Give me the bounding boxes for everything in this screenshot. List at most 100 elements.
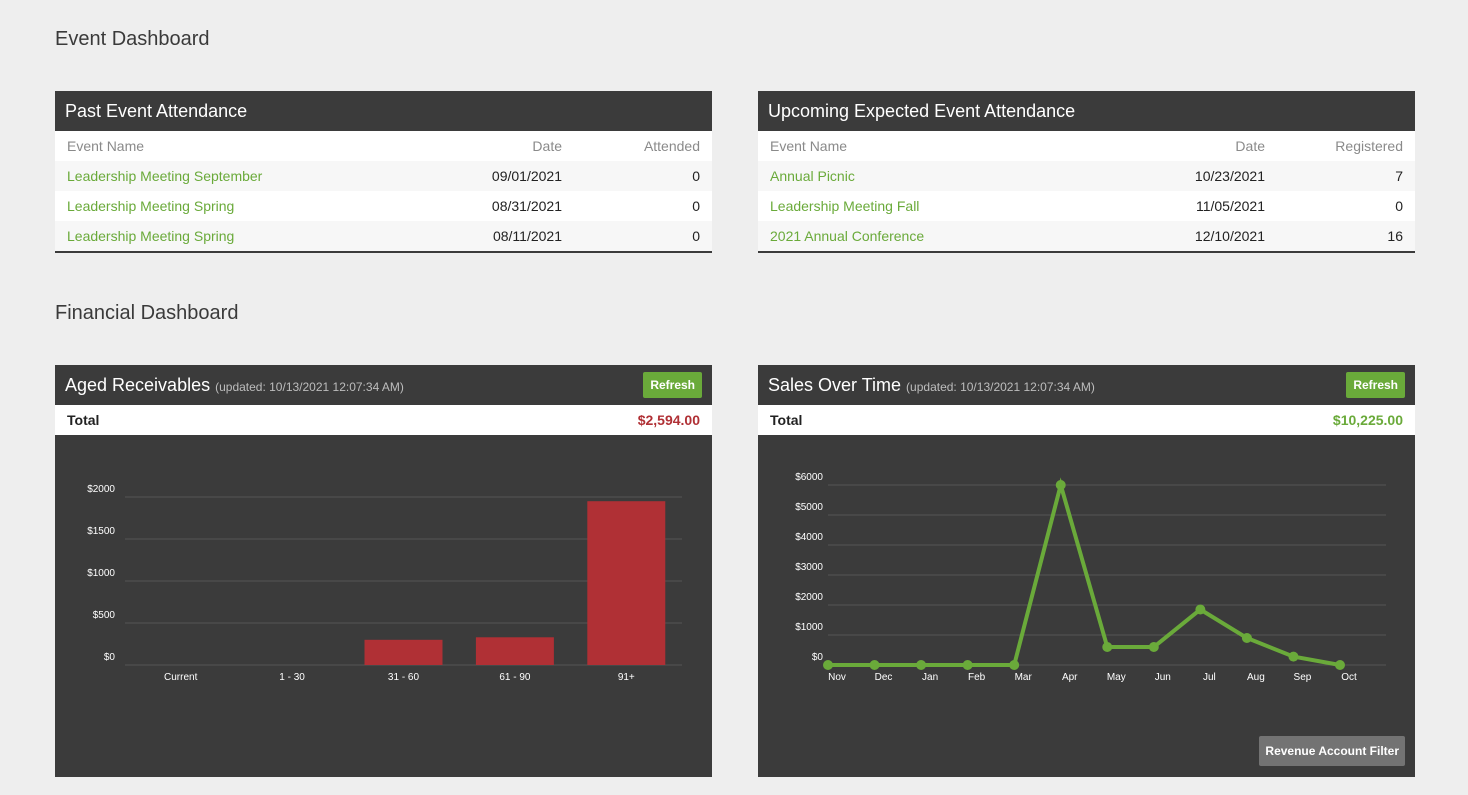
table-row: Leadership Meeting September 09/01/2021 … (55, 161, 712, 191)
refresh-button[interactable]: Refresh (1346, 372, 1405, 398)
y-tick-label: $6000 (795, 472, 823, 483)
line-chart-svg: $0 $1000 $2000 $3000 $4000 $5000 $6000 Nov Dec Ja… (795, 472, 1386, 683)
sales-over-time-panel: Sales Over Time (updated: 10/13/2021 12:… (758, 365, 1415, 777)
event-date: 12/10/2021 (1137, 221, 1277, 251)
data-point (1009, 660, 1020, 670)
bar (364, 639, 443, 665)
x-tick-label: 61 - 90 (499, 672, 531, 683)
table-row: Leadership Meeting Spring 08/31/2021 0 (55, 191, 712, 221)
total-row: Total $10,225.00 (758, 405, 1415, 435)
x-tick-label: 31 - 60 (388, 672, 420, 683)
upcoming-event-attendance-header: Upcoming Expected Event Attendance (758, 91, 1415, 131)
data-point (1148, 642, 1159, 652)
sales-over-time-chart: $0 $1000 $2000 $3000 $4000 $5000 $6000 Nov Dec Ja… (758, 435, 1415, 777)
sales-over-time-header: Sales Over Time (updated: 10/13/2021 12:… (758, 365, 1415, 405)
event-attended: 0 (574, 221, 712, 251)
x-tick-label: Oct (1341, 672, 1357, 683)
x-tick-label: Jun (1155, 672, 1171, 683)
data-point (1102, 642, 1113, 652)
data-point (1335, 660, 1345, 670)
column-header-date[interactable]: Date (1235, 138, 1265, 154)
panel-title: Past Event Attendance (65, 100, 248, 121)
y-tick-label: $0 (812, 652, 824, 663)
refresh-button[interactable]: Refresh (643, 372, 702, 398)
y-tick-label: $0 (104, 652, 116, 663)
event-date: 08/11/2021 (434, 221, 574, 251)
table-row: Leadership Meeting Fall 11/05/2021 0 (758, 191, 1415, 221)
y-tick-label: $5000 (795, 502, 823, 513)
event-registered: 16 (1277, 221, 1415, 251)
total-row: Total $2,594.00 (55, 405, 712, 435)
x-tick-label: Jan (922, 672, 938, 683)
upcoming-event-attendance-panel: Upcoming Expected Event Attendance Event… (758, 91, 1415, 253)
x-tick-label: Feb (968, 672, 986, 683)
y-tick-label: $2000 (87, 484, 115, 495)
financial-dashboard-title: Financial Dashboard (55, 302, 239, 324)
aged-receivables-chart: $0 $500 $1000 $1500 $2000 Current 1 - 30 31 - 6… (55, 435, 712, 777)
x-tick-label: Dec (875, 672, 893, 683)
table-row: Annual Picnic 10/23/2021 7 (758, 161, 1415, 191)
column-header-date[interactable]: Date (532, 138, 562, 154)
event-date: 11/05/2021 (1137, 191, 1277, 221)
bar-chart-svg: $0 $500 $1000 $1500 $2000 Current 1 - 30 31 - 6… (87, 484, 682, 683)
event-link[interactable]: Leadership Meeting Spring (67, 198, 235, 214)
past-event-attendance-header: Past Event Attendance (55, 91, 712, 131)
panel-title: Sales Over Time (768, 374, 902, 395)
y-tick-label: $4000 (795, 532, 823, 543)
event-date: 08/31/2021 (434, 191, 574, 221)
updated-timestamp: (updated: 10/13/2021 12:07:34 AM) (906, 379, 1095, 394)
revenue-account-filter-button[interactable]: Revenue Account Filter (1259, 736, 1405, 766)
event-attended: 0 (574, 191, 712, 221)
data-point (916, 660, 927, 670)
y-tick-label: $2000 (795, 592, 823, 603)
y-tick-label: $1000 (795, 622, 823, 633)
bar (475, 637, 554, 665)
past-event-table: Event Name Date Attended Leadership Meet… (55, 131, 712, 251)
panel-title: Upcoming Expected Event Attendance (768, 100, 1076, 121)
event-attended: 0 (574, 161, 712, 191)
event-link[interactable]: Leadership Meeting September (67, 168, 263, 184)
data-point (1288, 651, 1299, 662)
event-dashboard-title: Event Dashboard (55, 28, 210, 50)
x-tick-label: Jul (1203, 672, 1216, 683)
x-tick-label: Nov (828, 672, 846, 683)
total-value: $2,594.00 (637, 412, 700, 428)
event-registered: 7 (1277, 161, 1415, 191)
data-point (869, 660, 880, 670)
panel-title: Aged Receivables (65, 374, 211, 395)
series-line (828, 477, 1341, 667)
updated-timestamp: (updated: 10/13/2021 12:07:34 AM) (215, 379, 404, 394)
x-tick-label: Sep (1294, 672, 1312, 683)
upcoming-event-table: Event Name Date Registered Annual Picnic… (758, 131, 1415, 251)
event-link[interactable]: 2021 Annual Conference (770, 228, 925, 244)
x-tick-label: Current (164, 672, 198, 683)
x-tick-label: Mar (1015, 672, 1033, 683)
event-link[interactable]: Leadership Meeting Spring (67, 228, 235, 244)
table-row: Leadership Meeting Spring 08/11/2021 0 (55, 221, 712, 251)
column-header-event-name[interactable]: Event Name (770, 138, 848, 154)
event-registered: 0 (1277, 191, 1415, 221)
event-date: 10/23/2021 (1137, 161, 1277, 191)
table-row: 2021 Annual Conference 12/10/2021 16 (758, 221, 1415, 251)
aged-receivables-header: Aged Receivables (updated: 10/13/2021 12… (55, 365, 712, 405)
data-point (1055, 480, 1066, 490)
data-point (1195, 604, 1206, 615)
column-header-registered[interactable]: Registered (1335, 138, 1403, 154)
y-tick-label: $500 (93, 610, 116, 621)
total-label: Total (67, 412, 100, 428)
x-tick-label: May (1107, 672, 1126, 683)
x-tick-label: Aug (1247, 672, 1265, 683)
data-point (1241, 633, 1252, 643)
y-tick-label: $3000 (795, 562, 823, 573)
column-header-attended[interactable]: Attended (643, 138, 700, 154)
aged-receivables-panel: Aged Receivables (updated: 10/13/2021 12… (55, 365, 712, 777)
total-label: Total (770, 412, 803, 428)
column-header-event-name[interactable]: Event Name (67, 138, 145, 154)
event-link[interactable]: Annual Picnic (770, 168, 855, 184)
y-tick-label: $1000 (87, 568, 115, 579)
x-tick-label: 91+ (618, 672, 635, 683)
data-point (962, 660, 973, 670)
y-tick-label: $1500 (87, 526, 115, 537)
x-tick-label: Apr (1062, 672, 1078, 683)
event-link[interactable]: Leadership Meeting Fall (770, 198, 920, 214)
